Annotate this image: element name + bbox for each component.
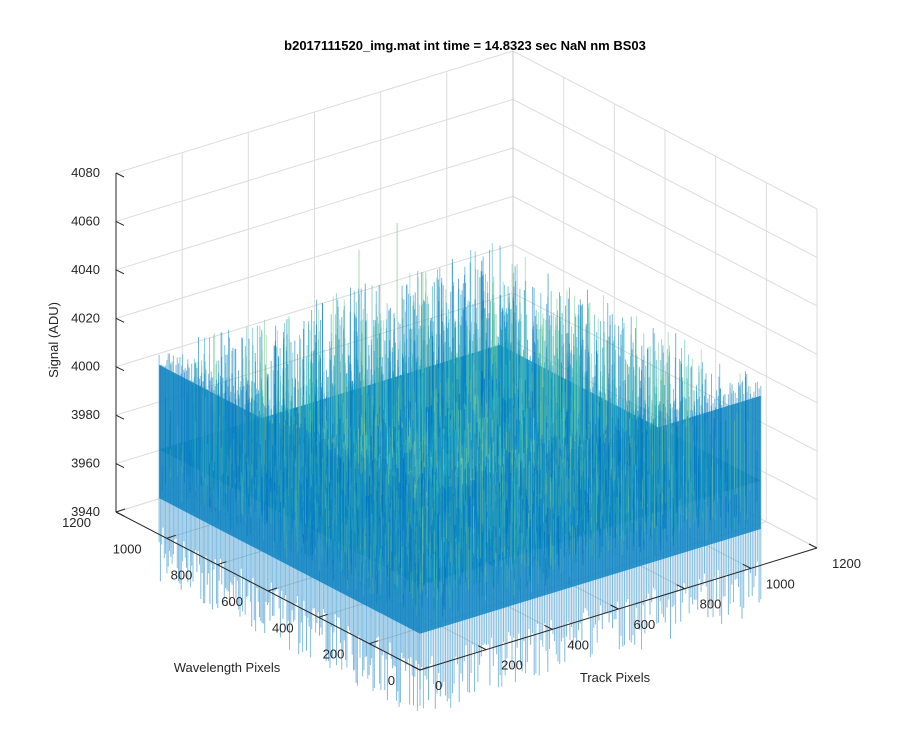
y-tick-mark <box>217 561 227 566</box>
z-tick-mark <box>115 463 125 469</box>
x-tick-mark <box>477 645 487 651</box>
z-tick-mark <box>115 269 125 275</box>
z-tick-label: 4060 <box>71 213 100 228</box>
y-tick-mark <box>419 666 430 671</box>
x-tick-mark <box>411 665 421 671</box>
y-tick-label: 0 <box>388 673 395 688</box>
x-tick-mark <box>742 563 752 569</box>
y-tick-label: 1200 <box>62 515 91 530</box>
surface-data <box>158 223 762 712</box>
z-tick-label: 3960 <box>71 456 100 471</box>
x-tick-label: 400 <box>567 637 589 652</box>
y-axis-label: Wavelength Pixels <box>174 660 281 675</box>
z-tick-mark <box>115 414 125 420</box>
x-tick-label: 200 <box>501 658 523 673</box>
y-tick-mark <box>267 587 278 592</box>
y-tick-label: 600 <box>221 594 243 609</box>
x-tick-mark <box>544 624 553 630</box>
y-tick-mark <box>318 613 328 618</box>
z-tick-mark <box>115 172 125 178</box>
x-tick-label: 1200 <box>832 556 861 571</box>
y-tick-label: 800 <box>171 568 193 583</box>
y-tick-label: 1000 <box>113 541 142 556</box>
z-axis-label: Signal (ADU) <box>46 302 61 378</box>
x-tick-mark <box>610 604 619 610</box>
z-tick-label: 4020 <box>71 310 100 325</box>
y-tick-mark <box>369 640 379 645</box>
z-tick-label: 4040 <box>71 262 100 277</box>
x-tick-mark <box>676 584 685 590</box>
y-tick-label: 400 <box>272 620 294 635</box>
z-tick-label: 4000 <box>71 359 100 374</box>
x-tick-label: 600 <box>634 617 656 632</box>
x-tick-label: 800 <box>700 597 722 612</box>
chart-title: b2017111520_img.mat int time = 14.8323 s… <box>284 38 646 53</box>
y-tick-mark <box>166 534 176 539</box>
z-tick-mark <box>115 366 125 372</box>
tick-labels: 3940396039804000402040404060408002004006… <box>62 165 861 693</box>
z-tick-label: 3940 <box>71 504 100 519</box>
z-tick-label: 4080 <box>71 165 100 180</box>
x-tick-mark <box>808 543 818 549</box>
z-tick-mark <box>115 220 125 226</box>
y-tick-mark <box>115 508 126 513</box>
z-tick-mark <box>115 317 125 323</box>
x-axis-label: Track Pixels <box>580 670 651 685</box>
x-tick-label: 0 <box>435 678 442 693</box>
z-tick-mark <box>115 511 125 517</box>
z-tick-label: 3980 <box>71 407 100 422</box>
x-tick-label: 1000 <box>766 576 795 591</box>
y-tick-label: 200 <box>323 647 345 662</box>
